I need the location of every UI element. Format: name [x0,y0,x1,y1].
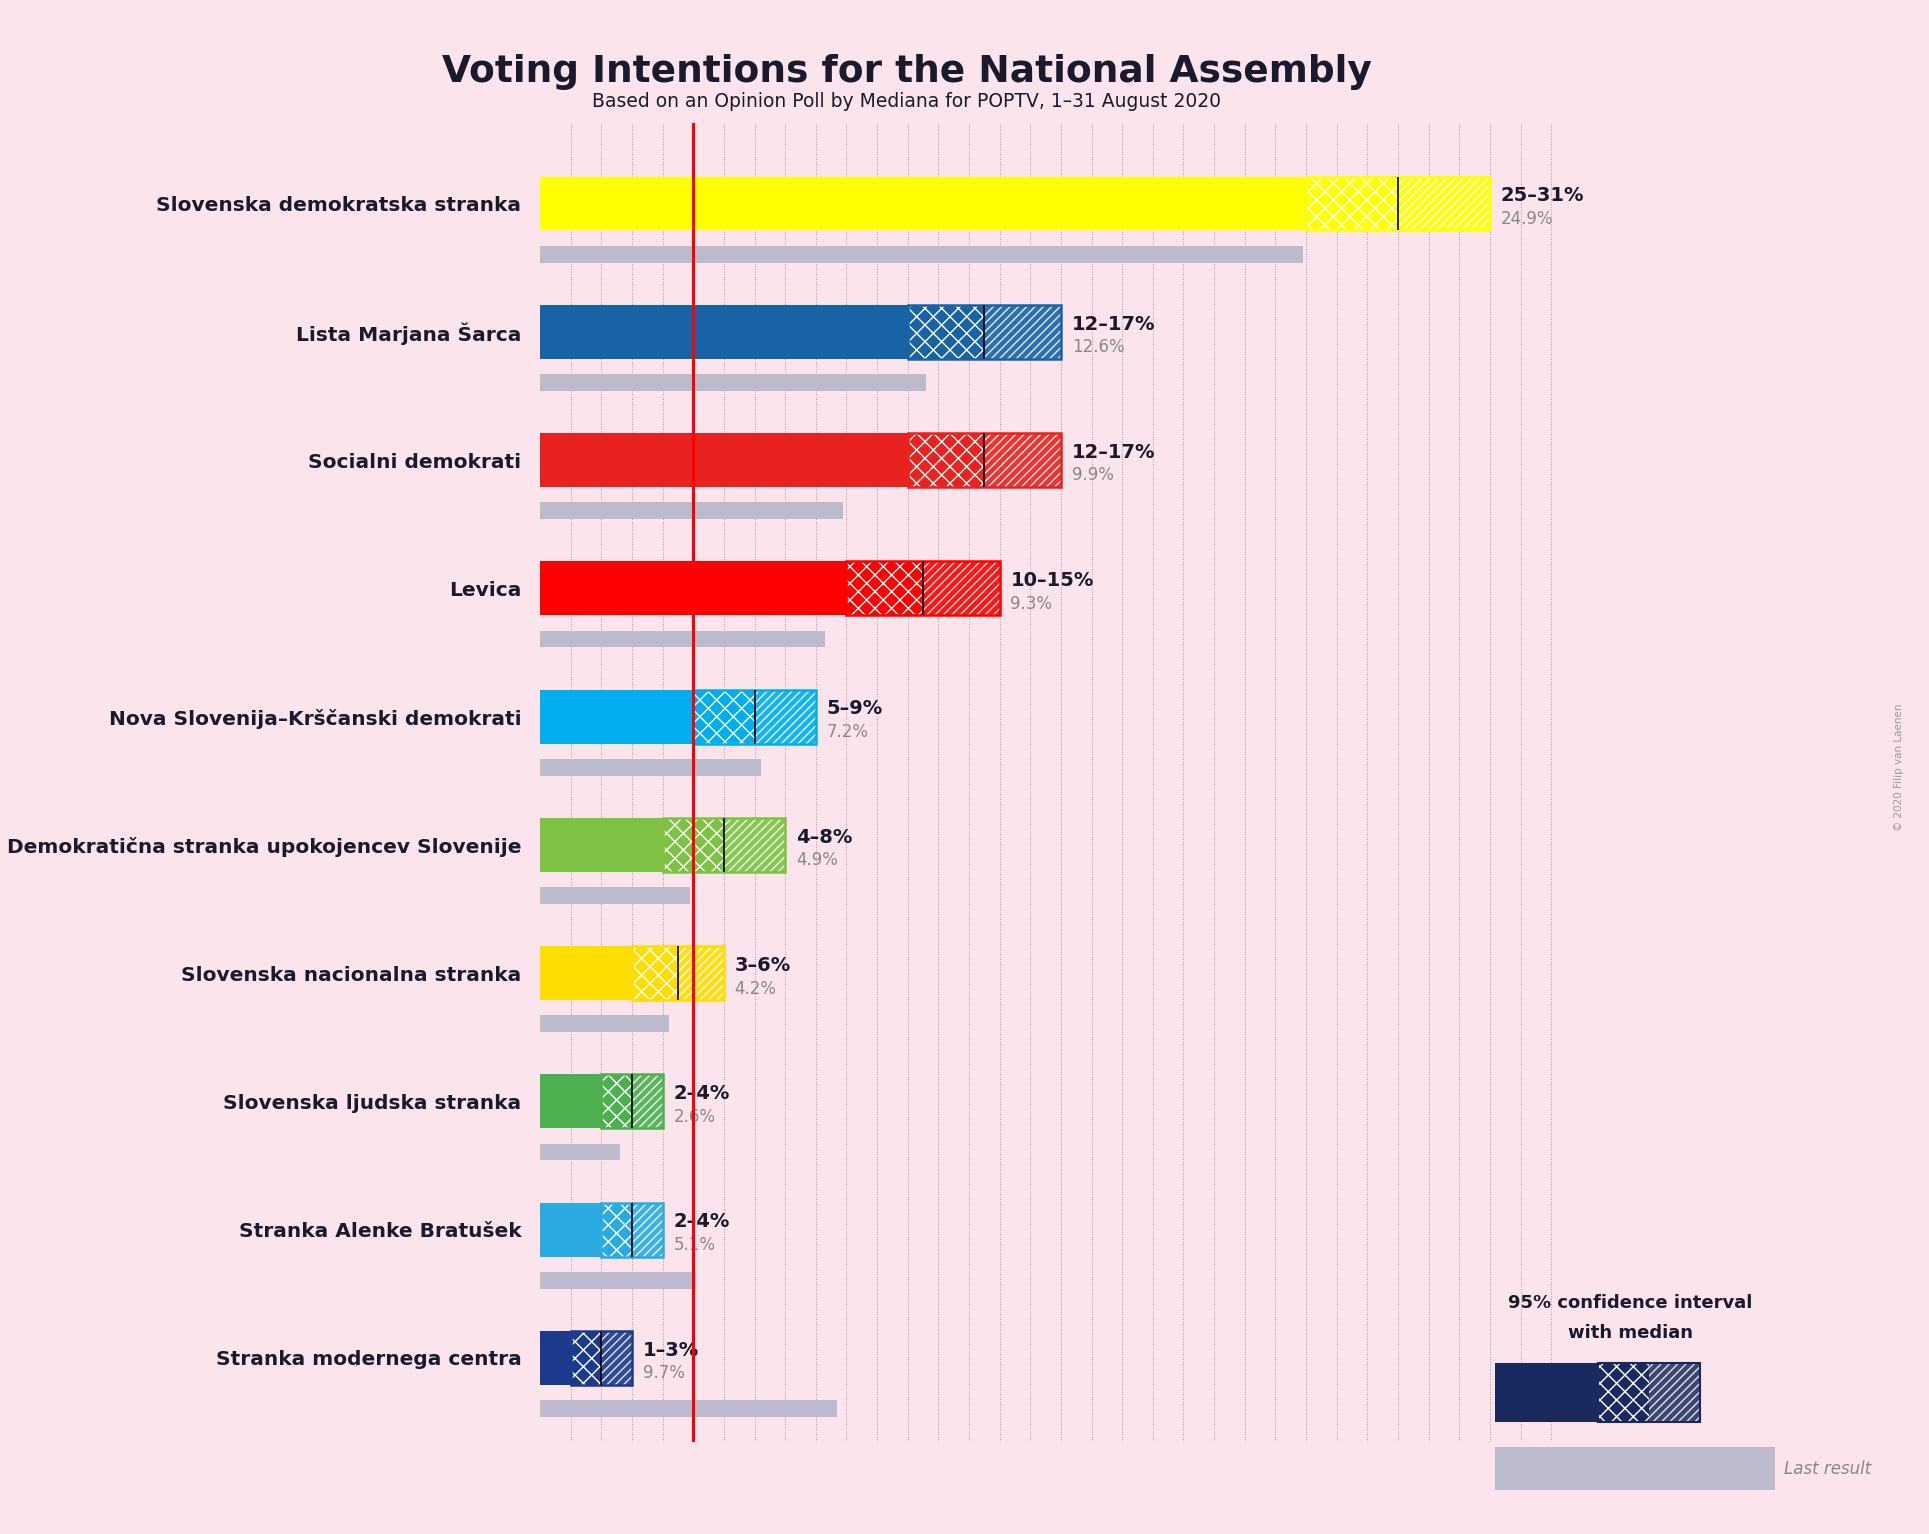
Bar [540,1272,696,1289]
Bar [602,1074,664,1129]
Bar [633,946,723,1000]
Bar [677,946,723,1000]
Bar [847,561,999,615]
Bar [664,818,785,871]
Bar [1306,176,1489,230]
Bar [909,305,1061,359]
Bar [540,887,691,904]
Bar [540,1144,619,1160]
Text: Voting Intentions for the National Assembly: Voting Intentions for the National Assem… [442,54,1372,89]
Text: 12–17%: 12–17% [1073,443,1155,462]
Text: 12–17%: 12–17% [1073,314,1155,333]
Bar [924,561,999,615]
Bar [602,1203,664,1256]
Bar [909,433,1061,486]
Bar [540,1016,669,1032]
Bar [540,946,633,1000]
Text: 9.7%: 9.7% [642,1364,685,1382]
Text: 5.1%: 5.1% [673,1236,716,1255]
Bar [540,176,1306,230]
Bar [540,433,909,486]
Bar [540,305,909,359]
Bar [1306,176,1489,230]
Text: 2.6%: 2.6% [673,1108,716,1126]
Bar [633,1203,664,1256]
Bar [909,433,984,486]
Text: 12.6%: 12.6% [1073,337,1125,356]
Bar [540,1332,571,1385]
Bar [847,561,999,615]
Text: 9.9%: 9.9% [1073,466,1113,485]
Bar [847,561,924,615]
Bar [693,690,816,744]
Bar [540,818,664,871]
Text: 1–3%: 1–3% [642,1341,698,1359]
Bar [540,374,926,391]
Text: 4.2%: 4.2% [735,980,777,997]
Bar [571,1332,633,1385]
Bar [909,433,1061,486]
Bar [1649,1362,1699,1422]
Bar [571,1332,602,1385]
Text: 9.3%: 9.3% [1011,595,1053,612]
Bar [754,690,816,744]
Text: 25–31%: 25–31% [1501,186,1584,206]
Text: 3–6%: 3–6% [735,956,791,976]
Bar [540,1203,602,1256]
Bar [723,818,785,871]
Bar [540,630,826,647]
Bar [540,561,847,615]
Text: 2–4%: 2–4% [673,1212,729,1232]
Text: with median: with median [1568,1324,1692,1342]
Text: 10–15%: 10–15% [1011,571,1094,591]
Bar [540,759,760,776]
Text: Last result: Last result [1784,1460,1871,1477]
Bar [540,690,693,744]
Bar [693,690,816,744]
Text: Based on an Opinion Poll by Mediana for POPTV, 1–31 August 2020: Based on an Opinion Poll by Mediana for … [592,92,1221,110]
Bar [1306,176,1399,230]
Bar [540,1074,602,1129]
Bar [602,1074,664,1129]
Bar [633,1074,664,1129]
Bar [540,1401,837,1417]
Text: 7.2%: 7.2% [826,723,868,741]
Bar [664,818,785,871]
Bar [540,245,1302,262]
Bar [909,305,984,359]
Bar [984,305,1061,359]
Text: 5–9%: 5–9% [826,700,883,718]
Bar [1399,176,1489,230]
Bar [1597,1362,1699,1422]
Text: 4.9%: 4.9% [797,851,837,870]
Bar [633,946,723,1000]
Text: 95% confidence interval: 95% confidence interval [1508,1293,1752,1312]
Bar [602,1203,664,1256]
Bar [571,1332,633,1385]
Bar [1495,1362,1597,1422]
Bar [602,1074,633,1129]
Bar [909,305,1061,359]
Text: © 2020 Filip van Laenen: © 2020 Filip van Laenen [1894,703,1904,831]
Text: 4–8%: 4–8% [797,828,853,847]
Bar [984,433,1061,486]
Bar [633,946,677,1000]
Text: 24.9%: 24.9% [1501,210,1553,229]
Text: 2–4%: 2–4% [673,1085,729,1103]
Bar [693,690,754,744]
Bar [1495,1448,1775,1491]
Bar [602,1332,633,1385]
Bar [602,1203,633,1256]
Bar [664,818,723,871]
Bar [1597,1362,1649,1422]
Bar [540,503,843,518]
